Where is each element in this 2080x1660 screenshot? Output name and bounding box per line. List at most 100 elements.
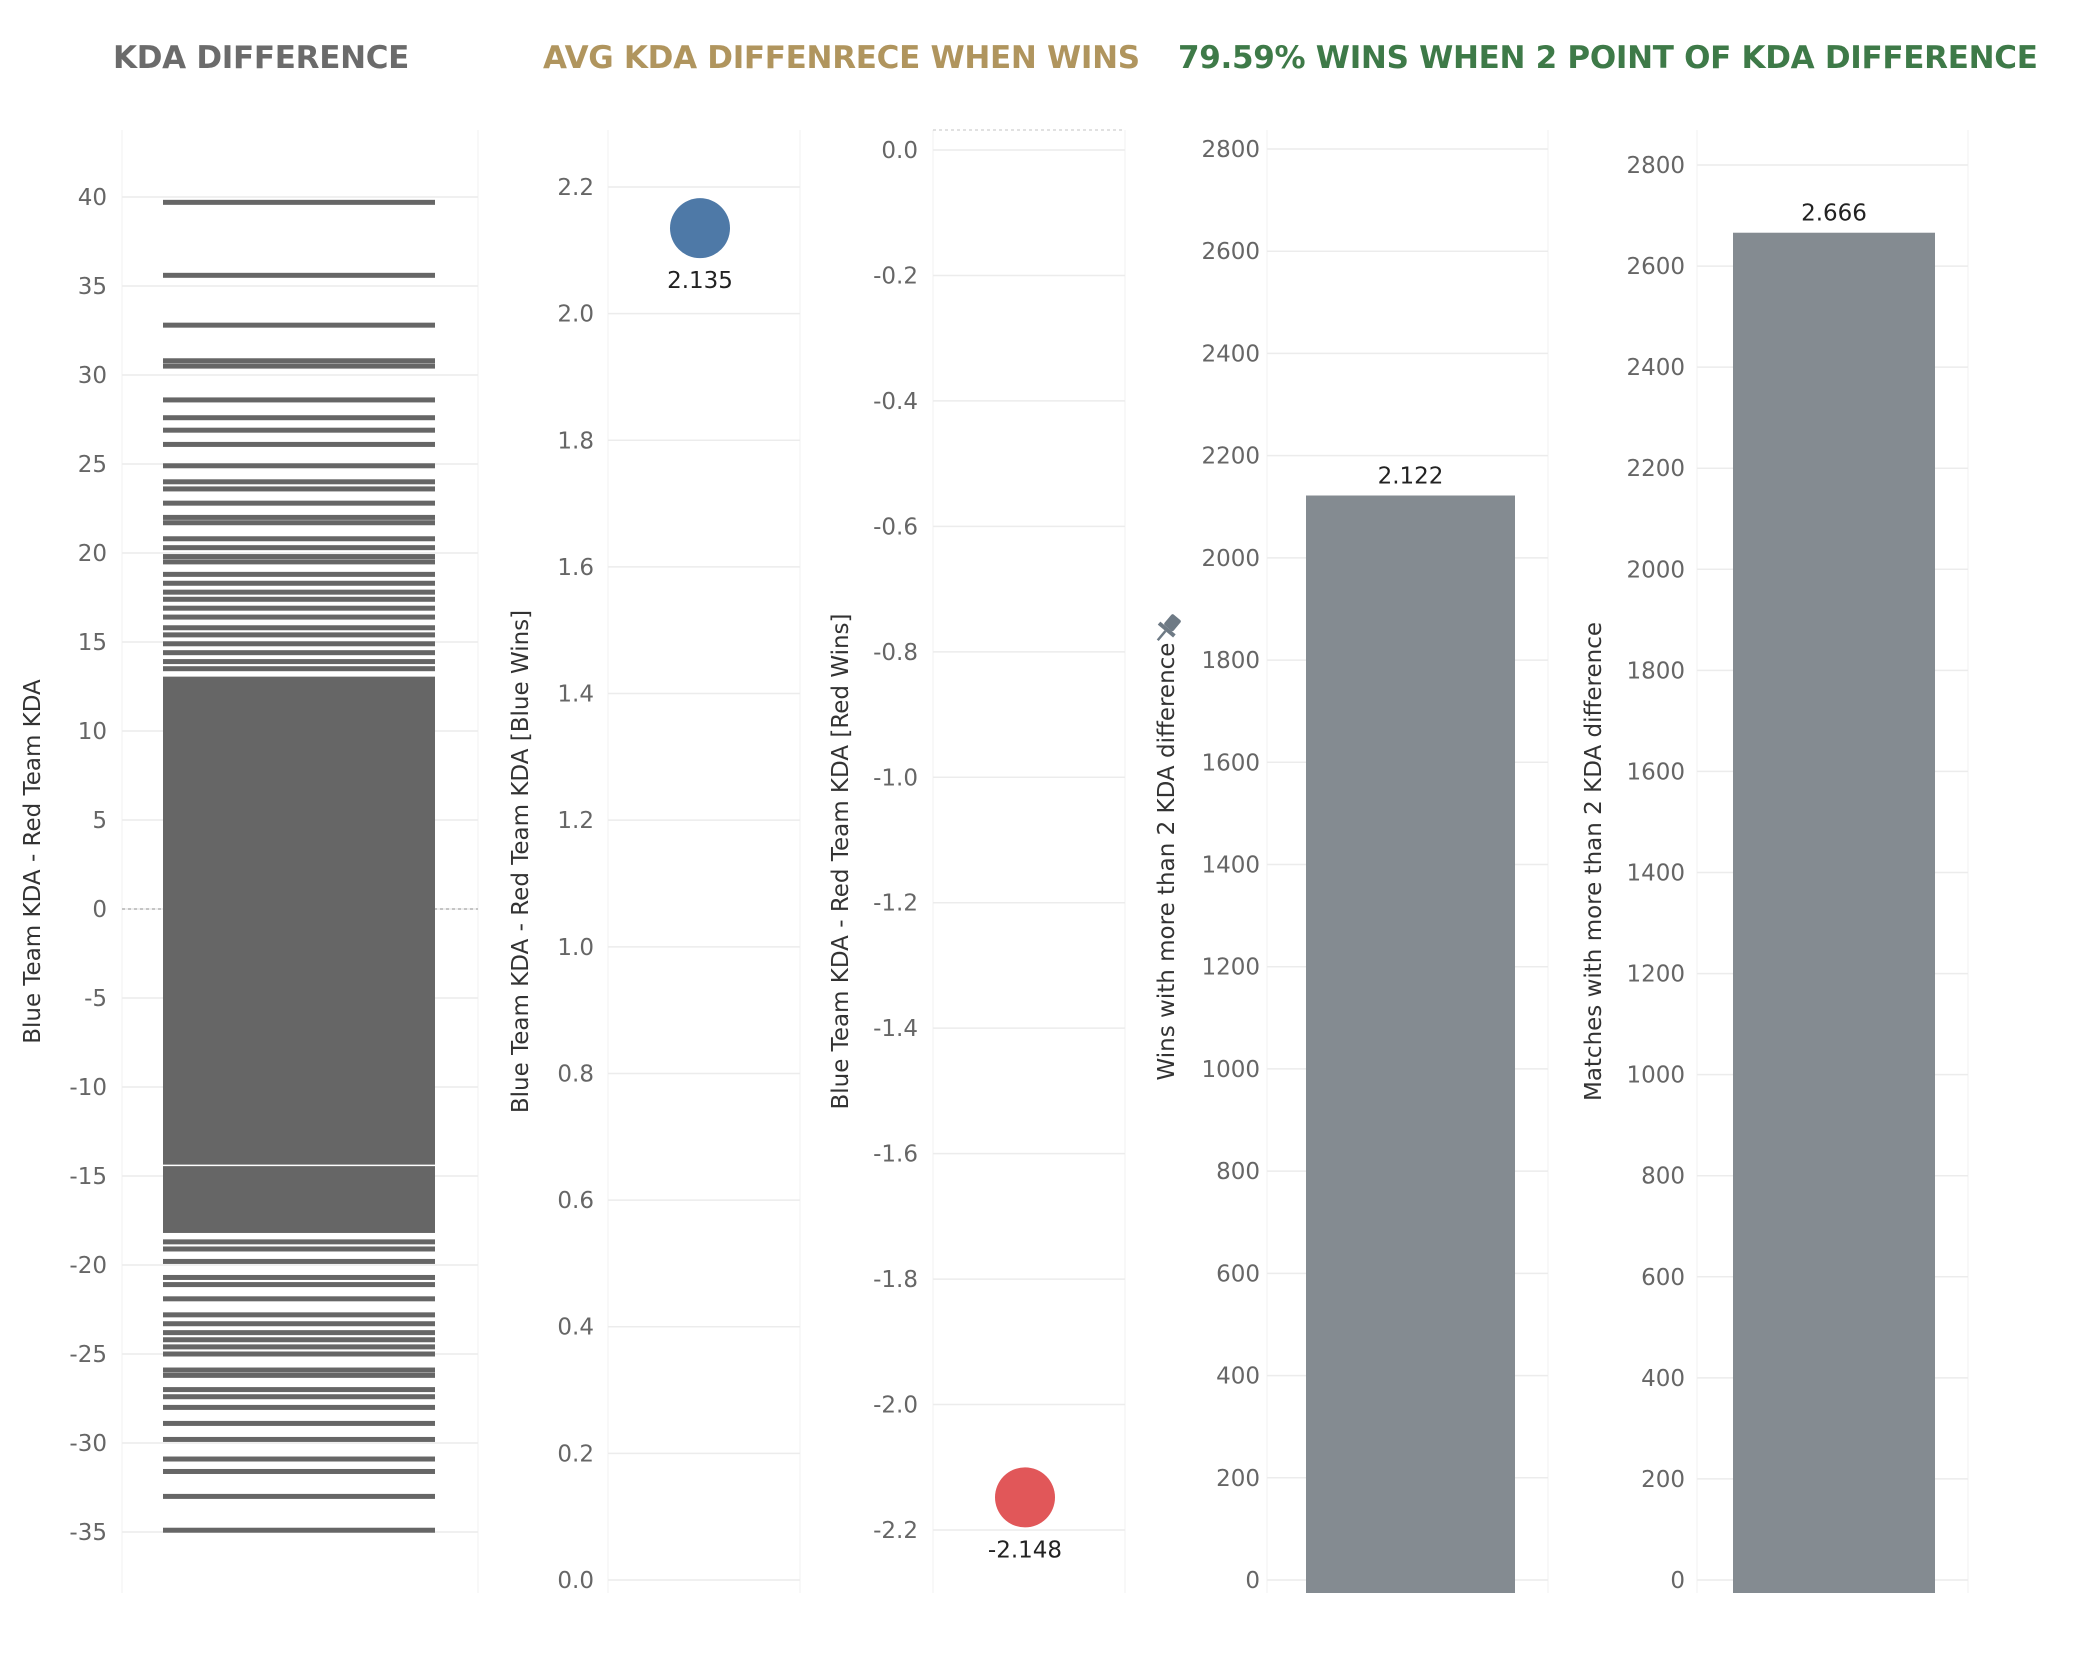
data-point (670, 198, 730, 259)
kda-stripe (163, 1387, 435, 1393)
y-tick-label: 15 (78, 630, 107, 656)
kda-stripe (163, 1312, 435, 1318)
data-label: 2.135 (667, 268, 733, 294)
y-tick-label: 1200 (1626, 962, 1685, 988)
kda-stripe (163, 322, 435, 328)
kda-stripe (163, 559, 435, 565)
kda-stripe (163, 1330, 435, 1336)
kda-stripe (163, 1282, 435, 1288)
y-tick-label: 400 (1641, 1366, 1685, 1392)
y-tick-label: 1600 (1626, 759, 1685, 785)
y-tick-label: 0 (92, 897, 107, 923)
y-axis-title: Matches with more than 2 KDA difference (1581, 622, 1607, 1101)
pin-collar (1157, 621, 1176, 638)
y-tick-label: 2800 (1201, 137, 1260, 163)
panel-matches-bar: 0 200 400 600 800 1000 1200 1400 1600 1800 2000 220… (1581, 130, 1969, 1594)
kda-stripe (163, 614, 435, 620)
y-axis-title: Blue Team KDA - Red Team KDA [Blue Wins] (508, 610, 534, 1113)
y-tick-label: -0.2 (873, 263, 918, 289)
y-tick-label: 800 (1641, 1164, 1685, 1190)
y-tick-label: 2.2 (557, 175, 594, 201)
y-tick-label: -1.6 (873, 1142, 918, 1168)
y-tick-label: 1400 (1201, 853, 1260, 879)
y-tick-label: -20 (69, 1253, 107, 1279)
y-tick-label: 1000 (1201, 1057, 1260, 1083)
kda-stripe (163, 415, 435, 421)
kda-stripe (163, 1344, 435, 1350)
y-tick-label: 600 (1216, 1261, 1260, 1287)
y-tick-label: 10 (78, 719, 107, 745)
y-tick-label: -0.4 (873, 389, 918, 415)
y-tick-label: 2000 (1626, 557, 1685, 583)
y-tick-label: 0.0 (881, 138, 918, 164)
y-tick-label: 2.0 (557, 302, 594, 328)
y-tick-label: 0.6 (557, 1188, 594, 1214)
y-tick-label: 40 (78, 185, 107, 211)
kda-stripe (163, 1239, 435, 1245)
y-tick-label: 0 (1670, 1568, 1685, 1594)
kda-stripe (163, 1527, 435, 1533)
kda-stripe (163, 1493, 435, 1499)
y-tick-label: 2200 (1201, 444, 1260, 470)
kda-stripe (163, 441, 435, 447)
panel-red-wins: 0.0 -0.2 -0.4 -0.6 -0.8 -1.0 -1.2 -1.4 -1.6 -1.8 -… (828, 129, 1126, 1593)
y-axis-title: Blue Team KDA - Red Team KDA [Red Wins] (828, 613, 854, 1109)
y-tick-label: 5 (92, 808, 107, 834)
y-tick-label: -5 (84, 986, 107, 1012)
y-tick-label: -15 (69, 1164, 107, 1190)
y-tick-label: -2.2 (873, 1518, 918, 1544)
y-tick-label: -35 (69, 1520, 107, 1546)
y-tick-label: 600 (1641, 1265, 1685, 1291)
kda-stripe (163, 1372, 435, 1378)
kda-stripe (163, 545, 435, 551)
kda-stripe (163, 632, 435, 638)
y-tick-label: 2800 (1626, 153, 1685, 179)
y-tick-label: -1.4 (873, 1016, 918, 1042)
kda-stripe (163, 1436, 435, 1442)
kda-stripe (163, 1456, 435, 1462)
kda-stripe (163, 1296, 435, 1302)
y-tick-label: 25 (78, 452, 107, 478)
bar-value-label: 2.666 (1801, 201, 1867, 227)
y-tick-label: 30 (78, 363, 107, 389)
title-kda-difference: KDA DIFFERENCE (113, 40, 410, 76)
kda-stripe (163, 589, 435, 595)
y-tick-label: -1.0 (873, 765, 918, 791)
y-tick-label: 2000 (1201, 546, 1260, 572)
y-tick-label: 1.4 (557, 682, 594, 708)
y-tick-label: 1000 (1626, 1063, 1685, 1089)
kda-stripe (163, 272, 435, 278)
kda-stripe (163, 1337, 435, 1343)
y-tick-label: -2.0 (873, 1393, 918, 1419)
kda-stripe (163, 486, 435, 492)
y-tick-label: 1200 (1201, 955, 1260, 981)
y-tick-label: 0.4 (557, 1315, 594, 1341)
kda-stripe (163, 1321, 435, 1327)
kda-stripe (163, 514, 435, 520)
kda-stripe (163, 1351, 435, 1357)
y-axis-title: Wins with more than 2 KDA difference (1154, 643, 1180, 1081)
kda-stripe (163, 625, 435, 631)
kda-stripe (163, 554, 435, 560)
y-tick-label: 0.0 (557, 1568, 594, 1594)
y-tick-label: 2600 (1201, 239, 1260, 265)
y-tick-label: 2200 (1626, 456, 1685, 482)
y-tick-label: 0.2 (557, 1441, 594, 1467)
kda-stripe (163, 500, 435, 506)
kda-stripe (163, 580, 435, 586)
kda-stripe (163, 479, 435, 485)
kda-stripe (163, 397, 435, 403)
y-tick-label: 0 (1245, 1568, 1260, 1594)
y-tick-label: 1800 (1201, 648, 1260, 674)
title-avg-kda-when-wins: AVG KDA DIFFENRECE WHEN WINS (543, 40, 1140, 76)
y-axis-title: Blue Team KDA - Red Team KDA (20, 679, 46, 1044)
kda-dense-band (163, 675, 435, 1233)
y-tick-label: 200 (1641, 1467, 1685, 1493)
y-tick-label: 2600 (1626, 254, 1685, 280)
y-tick-label: 2400 (1626, 355, 1685, 381)
kda-stripe (163, 666, 435, 672)
y-tick-label: 1.6 (557, 555, 594, 581)
panel-blue-wins: 0.0 0.2 0.4 0.6 0.8 1.0 1.2 1.4 1.6 1.8 2.0 2.2 Blue… (508, 130, 801, 1594)
y-tick-label: 2400 (1201, 341, 1260, 367)
panel-kda-difference: 40 35 30 25 20 15 10 5 0 -5 -10 -15 -20 -25 -30 -35 Blue… (20, 130, 479, 1593)
